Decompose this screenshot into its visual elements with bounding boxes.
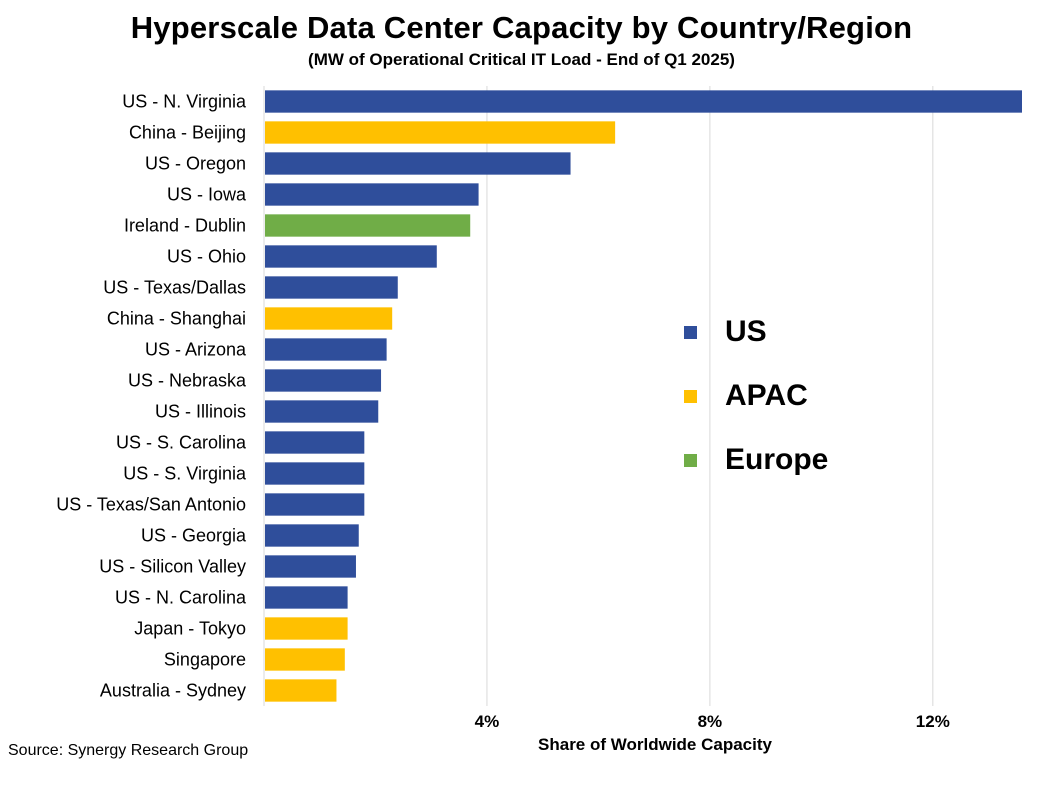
x-axis-title: Share of Worldwide Capacity bbox=[538, 735, 772, 754]
legend-label-us: US bbox=[725, 315, 767, 348]
legend-swatch-europe bbox=[684, 453, 697, 467]
category-label: US - S. Virginia bbox=[123, 464, 247, 484]
category-label: US - Georgia bbox=[141, 526, 247, 546]
category-label: US - S. Carolina bbox=[116, 433, 247, 453]
category-label: US - Iowa bbox=[167, 185, 247, 205]
legend-swatch-us bbox=[684, 325, 697, 339]
category-label: Australia - Sydney bbox=[100, 681, 246, 701]
bar bbox=[265, 214, 471, 237]
bar bbox=[265, 462, 365, 485]
category-label: US - Silicon Valley bbox=[99, 557, 246, 577]
legend-item-apac: APAC bbox=[684, 364, 828, 428]
category-label: Singapore bbox=[164, 650, 246, 670]
category-label: China - Shanghai bbox=[107, 309, 246, 329]
bar bbox=[265, 183, 479, 206]
category-label: Japan - Tokyo bbox=[134, 619, 246, 639]
legend: US APAC Europe bbox=[684, 300, 828, 492]
category-label: US - Texas/Dallas bbox=[103, 278, 246, 298]
bar bbox=[265, 400, 379, 423]
category-label: US - Arizona bbox=[145, 340, 247, 360]
bar bbox=[265, 307, 393, 330]
x-tick-label: 12% bbox=[916, 712, 950, 731]
category-label: US - N. Virginia bbox=[122, 92, 247, 112]
bar bbox=[265, 369, 382, 392]
legend-swatch-apac bbox=[684, 389, 697, 403]
category-label: US - Nebraska bbox=[128, 371, 247, 391]
bar bbox=[265, 90, 1022, 113]
bar bbox=[265, 431, 365, 454]
bar bbox=[265, 245, 437, 268]
bar bbox=[265, 648, 345, 671]
legend-label-apac: APAC bbox=[725, 379, 808, 412]
category-label: US - Oregon bbox=[145, 154, 246, 174]
source-note: Source: Synergy Research Group bbox=[8, 742, 249, 759]
x-tick-label: 4% bbox=[475, 712, 500, 731]
bar bbox=[265, 586, 348, 609]
bar bbox=[265, 617, 348, 640]
legend-item-europe: Europe bbox=[684, 428, 828, 492]
bar bbox=[265, 121, 616, 144]
legend-item-us: US bbox=[684, 300, 828, 364]
category-label: China - Beijing bbox=[129, 123, 246, 143]
category-label: US - Illinois bbox=[155, 402, 246, 422]
category-label: Ireland - Dublin bbox=[124, 216, 246, 236]
chart-title: Hyperscale Data Center Capacity by Count… bbox=[130, 10, 913, 45]
bar bbox=[265, 679, 337, 702]
category-label: US - Ohio bbox=[167, 247, 246, 267]
bar bbox=[265, 524, 359, 547]
legend-label-europe: Europe bbox=[725, 443, 829, 476]
bar bbox=[265, 152, 571, 175]
category-label: US - Texas/San Antonio bbox=[56, 495, 246, 515]
category-label: US - N. Carolina bbox=[115, 588, 247, 608]
x-tick-label: 8% bbox=[698, 712, 723, 731]
bar bbox=[265, 276, 398, 299]
chart-subtitle: (MW of Operational Critical IT Load - En… bbox=[308, 50, 735, 69]
bar bbox=[265, 493, 365, 516]
bar bbox=[265, 338, 387, 361]
bar bbox=[265, 555, 356, 578]
